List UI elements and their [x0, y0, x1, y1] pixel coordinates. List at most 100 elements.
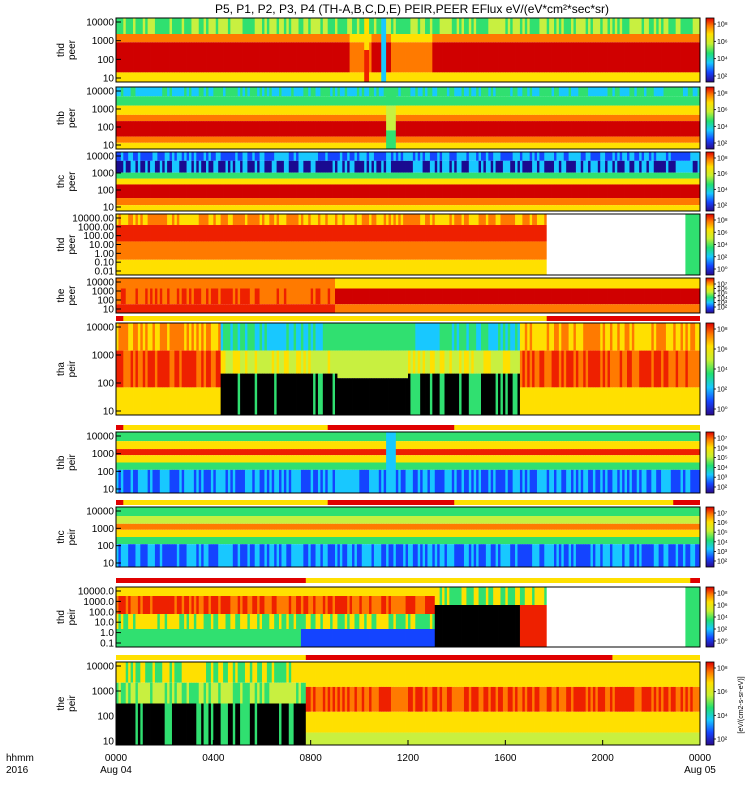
y-tick-label: 10000 — [86, 87, 114, 98]
colorbar — [705, 17, 715, 83]
y-axis-label: thd — [56, 238, 67, 252]
colorbar-tick-label: 10² — [717, 737, 728, 744]
y-tick-label: 10000 — [86, 278, 114, 289]
y-tick-label: 10000 — [86, 507, 114, 518]
y-tick-label: 10 — [103, 305, 115, 316]
colorbar-tick-label: 10⁷ — [717, 282, 728, 289]
colorbar-tick-label: 10⁴ — [717, 539, 728, 546]
colorbar-tick-label: 10² — [717, 141, 728, 148]
spectrogram-panel: 10000 1000 100 10 thb peer 10⁸ 10⁶ 10⁴ 10² — [56, 86, 728, 152]
y-tick-label: 10000.0 — [78, 587, 115, 598]
colorbar — [705, 322, 715, 416]
colorbar-tick-label: 10⁰ — [717, 266, 728, 274]
mode-bar-segment — [327, 500, 455, 505]
y-tick-label: 100 — [97, 467, 114, 478]
y-tick-label: 10.00 — [89, 240, 114, 251]
y-axis-label: peer — [67, 39, 78, 60]
y-tick-label: 10 — [103, 737, 115, 748]
y-tick-label: 10 — [103, 74, 115, 85]
y-axis-label: peir — [67, 694, 78, 711]
x-row-label: 2016 — [6, 765, 29, 776]
spectrogram-panel: 10000 1000 100 10 thc peir 10⁷ 10⁶ 10⁵ 10⁴ 10³ 10² — [56, 506, 728, 570]
x-tick-label: 0800 — [300, 753, 323, 764]
y-tick-label: 0.1 — [100, 639, 114, 650]
colorbar-tick-label: 10⁴ — [717, 187, 728, 194]
colorbar-tick-label: 10³ — [717, 475, 728, 482]
y-tick-label: 1000.00 — [78, 222, 115, 233]
mode-bar — [116, 655, 700, 660]
colorbar-tick-label: 10⁵ — [717, 455, 728, 462]
chart-title: P5, P1, P2, P3, P4 (TH-A,B,C,D,E) PEIR,P… — [215, 2, 609, 16]
colorbar-tick-label: 10⁴ — [717, 124, 728, 131]
mode-bar — [116, 316, 700, 321]
colorbar — [705, 431, 715, 494]
y-axis-label: peer — [67, 285, 78, 306]
y-tick-label: 10 — [103, 559, 115, 570]
colorbar — [705, 586, 715, 648]
y-axis-label: thb — [56, 111, 67, 125]
colorbar — [705, 151, 715, 212]
spectrogram-panel: 10000 1000 100 10 the peir 10⁸ 10⁶ 10⁴ 10² — [56, 661, 728, 748]
y-tick-label: 10000 — [86, 323, 114, 334]
colorbar-tick-label: 10⁸ — [717, 327, 728, 334]
colorbar-tick-label: 10⁷ — [717, 436, 728, 443]
colorbar-tick-label: 10² — [717, 627, 728, 634]
colorbar-tick-label: 10⁸ — [717, 218, 728, 225]
y-tick-label: 10 — [103, 485, 115, 496]
y-axis-label: thc — [56, 175, 67, 188]
y-tick-label: 10000 — [86, 432, 114, 443]
mode-bar-segment — [546, 316, 700, 321]
colorbar-tick-label: 10⁸ — [717, 156, 728, 163]
y-tick-label: 10 — [103, 141, 115, 152]
mode-bar-segment — [116, 578, 306, 583]
x-tick-label: 0000 — [689, 753, 712, 764]
colorbar-tick-label: 10⁴ — [717, 465, 728, 472]
colorbar-tick-label: 10² — [717, 254, 728, 261]
colorbar-tick-label: 10⁶ — [717, 520, 728, 527]
colorbar-tick-label: 10⁴ — [717, 56, 728, 63]
spectrogram-panel: 10000 1000 100 10 thc peer 10⁸ 10⁶ 10⁴ 10² — [56, 151, 728, 214]
y-tick-label: 1000 — [92, 449, 115, 460]
mode-bar-segment — [116, 425, 124, 430]
mode-bar-segment — [116, 316, 124, 321]
spectrogram-panel: 10000 1000 100 10 thb peir 10⁷ 10⁶ 10⁵ 10⁴ 10³ 10² — [56, 431, 728, 496]
y-tick-label: 100.0 — [89, 607, 114, 618]
mode-bar-segment — [116, 500, 124, 505]
y-tick-label: 100 — [97, 712, 114, 723]
y-tick-label: 10000.00 — [72, 214, 114, 225]
colorbar-tick-label: 10⁶ — [717, 39, 728, 46]
colorbar — [705, 213, 715, 276]
y-axis-label: peer — [67, 171, 78, 192]
y-tick-label: 100 — [97, 379, 114, 390]
colorbar-tick-label: 10⁵ — [717, 530, 728, 537]
y-tick-label: 10 — [103, 203, 115, 214]
mode-bar-segment — [690, 578, 700, 583]
y-axis-label: thd — [56, 43, 67, 57]
y-axis-label: peir — [67, 608, 78, 625]
mode-bar-segment — [673, 500, 700, 505]
x-row-label: hhmm — [6, 753, 34, 764]
y-tick-label: 100.00 — [83, 231, 114, 242]
y-tick-label: 100 — [97, 296, 114, 307]
y-tick-label: 1000 — [92, 687, 115, 698]
colorbar-tick-label: 10⁵ — [717, 291, 728, 298]
colorbar-tick-label: 10⁸ — [717, 22, 728, 29]
colorbar-tick-label: 10⁴ — [717, 295, 728, 302]
colorbar-tick-label: 10² — [717, 485, 728, 492]
colorbar — [705, 277, 715, 314]
mode-bar-segment — [305, 655, 613, 660]
y-tick-label: 10000 — [86, 152, 114, 163]
y-axis-label: peir — [67, 453, 78, 470]
y-axis-label: the — [56, 288, 67, 302]
colorbar — [705, 661, 715, 746]
x-date-label: Aug 04 — [100, 765, 132, 776]
x-tick-label: 1600 — [494, 753, 517, 764]
colorbar-tick-label: 10⁷ — [717, 511, 728, 518]
y-tick-label: 0.10 — [95, 258, 115, 269]
y-tick-label: 100 — [97, 123, 114, 134]
colorbar-tick-label: 10⁶ — [717, 171, 728, 178]
y-tick-label: 10000 — [86, 662, 114, 673]
spectrogram-panel: 10000 1000 100 10 thd peer 10⁸ 10⁶ 10⁴ 10² — [56, 17, 728, 85]
